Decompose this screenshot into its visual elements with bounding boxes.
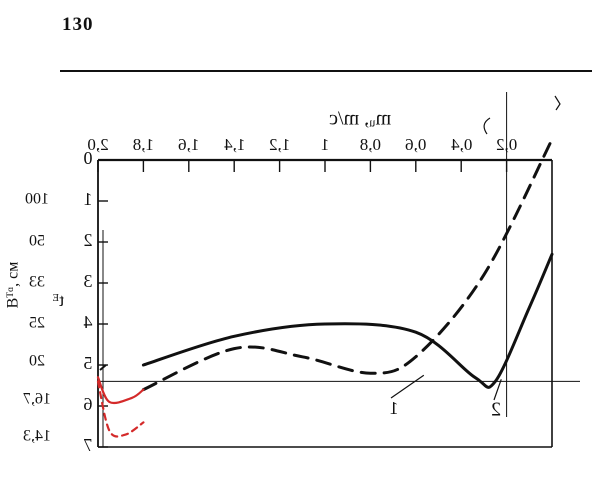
x-axis-label: mᵤ, m/c	[329, 108, 391, 130]
y-inner-tick-label: 2	[84, 230, 93, 250]
y-outer-tick-label: 50	[29, 233, 45, 250]
curve-1-leader-line	[390, 374, 425, 399]
x-tick-label: 1,6	[178, 135, 199, 154]
y-inner-tick-label: 4	[84, 312, 93, 332]
x-tick-label: 1,4	[224, 135, 246, 154]
x-tick-label: 1,8	[133, 135, 154, 154]
x-tick-label: 1	[321, 135, 330, 154]
y-outer-tick-label: 33	[29, 274, 45, 291]
y-inner-tick-label: 1	[84, 189, 93, 209]
series-2-curve	[141, 252, 554, 389]
y-inner-tick-label: 0	[84, 148, 93, 168]
page-number: 130	[62, 14, 94, 35]
y-outer-tick-label: 100	[25, 191, 49, 208]
y-inner-axis-label: tᴱ	[52, 290, 64, 310]
y-inner-tick-label: 7	[84, 435, 93, 455]
red-dashed-annotation	[96, 380, 145, 438]
header-rule	[60, 70, 592, 72]
y-outer-tick-label: 25	[29, 315, 45, 332]
y-inner-tick-label: 3	[84, 271, 93, 291]
red-solid-annotation	[96, 376, 145, 405]
curve-2-label: 2	[491, 399, 501, 421]
x-tick-label: 2,0	[87, 135, 108, 154]
curve-1-label: 1	[390, 398, 399, 418]
x-tick-label: 0,8	[360, 135, 381, 154]
series-1-curve	[141, 138, 554, 392]
x-tick-label: 0,4	[451, 135, 473, 154]
scan-mark	[99, 364, 107, 371]
x-tick-label: 0,6	[405, 135, 426, 154]
x-tick-label: 1,2	[269, 135, 290, 154]
scan-mark	[483, 117, 491, 135]
y-outer-tick-label: 20	[29, 353, 45, 370]
curve-2-leader-line	[493, 379, 502, 401]
y-inner-tick-label: 6	[84, 394, 93, 414]
y-outer-axis-label: Bᵀᵅ, cм	[5, 262, 22, 309]
y-inner-tick-label: 5	[84, 353, 93, 373]
y-outer-tick-label: 16,7	[23, 391, 51, 408]
y-outer-tick-label: 14,3	[23, 428, 51, 445]
scan-mark	[554, 95, 561, 111]
x-tick-label: 0,2	[496, 135, 517, 154]
